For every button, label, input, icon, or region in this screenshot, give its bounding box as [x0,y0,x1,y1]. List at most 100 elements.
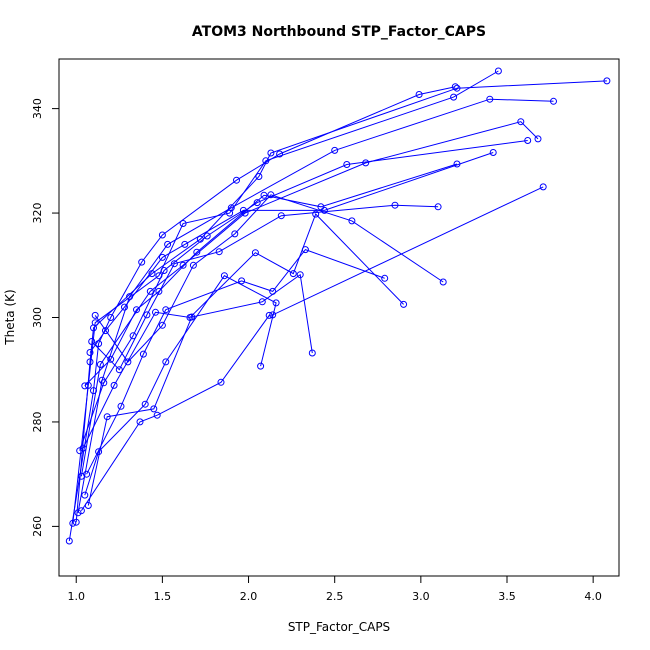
data-point [233,176,240,184]
data-point [524,137,532,144]
x-tick-label: 1.5 [154,590,172,603]
data-point [539,183,547,191]
data-point [603,77,611,85]
data-point [102,327,109,335]
data-point [77,507,85,515]
data-point [188,313,196,321]
data-point [308,349,316,357]
data-point [415,91,423,98]
data-point [489,149,497,156]
data-point [69,519,77,527]
data-point [439,278,447,286]
data-point [164,240,172,248]
data-point [253,199,261,207]
data-point [155,287,163,295]
data-point [86,349,94,356]
data-point [267,191,275,199]
x-tick-label: 4.0 [584,590,602,603]
data-point [267,149,275,157]
x-tick-label: 3.5 [498,590,516,603]
data-point [203,232,211,240]
data-point [162,358,170,366]
data-point [215,248,223,256]
data-point [74,509,82,517]
data-point [450,93,458,101]
y-tick-label: 320 [31,203,44,224]
data-point [296,271,304,279]
data-point [453,160,461,168]
data-point [81,491,89,499]
data-point [238,277,246,285]
data-point [258,298,266,306]
data-point [391,201,399,209]
data-point [103,413,111,421]
data-point [179,261,187,269]
data-point [189,261,197,269]
data-point [193,248,201,256]
data-point [95,448,103,456]
series-line [94,194,444,363]
data-point [320,206,328,214]
data-point [90,324,97,332]
data-point [72,518,80,526]
data-point [262,157,270,165]
data-point [317,203,325,211]
x-tick-label: 1.0 [67,590,85,603]
data-point [79,444,87,452]
data-point [126,293,134,301]
series-line [84,275,277,496]
series-line [84,163,458,387]
series-line [79,140,528,451]
data-point [81,382,89,390]
data-point [362,159,370,167]
data-point [136,418,144,426]
data-point [158,321,166,329]
data-point [260,191,268,199]
data-point [148,270,156,278]
data-point [121,303,128,311]
data-point [139,350,147,358]
data-point [272,299,280,307]
data-point [129,332,137,340]
series-line [89,152,494,353]
data-point [107,355,115,363]
data-point [277,212,285,220]
data-point [220,272,228,280]
series-line [75,80,607,523]
x-tick-label: 2.0 [240,590,258,603]
data-point [160,267,168,274]
series-line [91,204,439,371]
data-point [400,300,408,308]
data-point [251,249,259,257]
series-line [87,273,313,506]
x-axis-label: STP_Factor_CAPS [288,620,390,634]
data-point [257,362,265,370]
data-point [65,537,73,545]
data-point [155,272,163,280]
data-point [84,381,92,389]
data-point [115,366,123,374]
series-line [80,121,539,477]
data-point [217,378,225,386]
data-point [269,287,277,295]
series-layer [65,67,611,545]
y-tick-label: 340 [31,98,44,119]
data-point [534,135,542,143]
data-point [170,260,178,268]
data-point [158,231,166,239]
data-point [265,311,273,319]
data-point [269,311,277,319]
data-point [179,220,187,227]
data-point [181,240,189,248]
data-point [381,274,389,282]
y-axis: 260 280 300 320 340 [31,98,60,537]
data-point [451,83,459,91]
data-point [239,206,247,214]
data-point [83,470,91,478]
data-point [550,97,557,105]
data-point [88,338,96,345]
data-point [312,210,320,218]
x-tick-label: 2.5 [326,590,344,603]
data-point [153,411,161,419]
